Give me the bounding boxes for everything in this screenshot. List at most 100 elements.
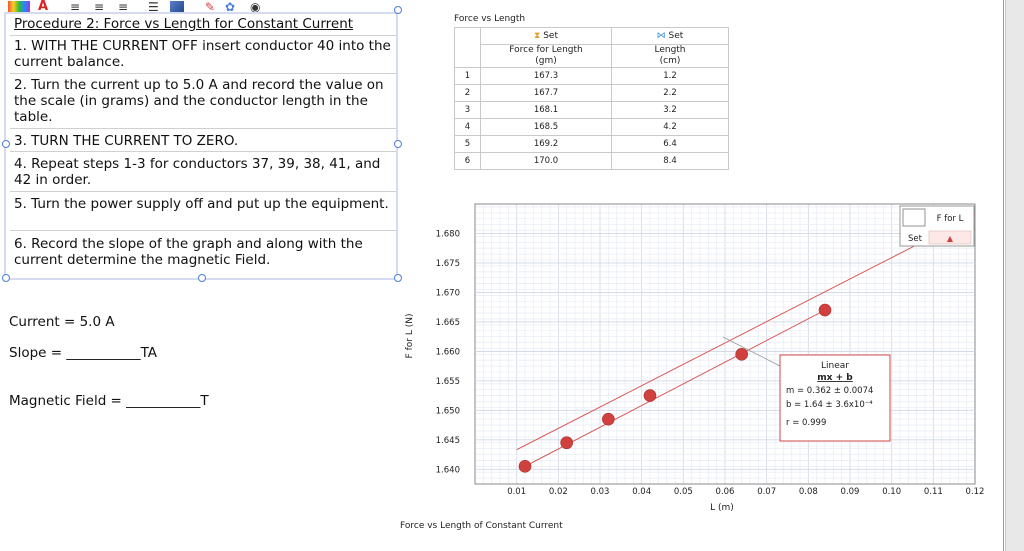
list-icon[interactable]: ☰ (148, 0, 159, 14)
col2-set-button[interactable]: ⋈ Set (611, 27, 729, 45)
force-vs-length-graph[interactable]: 1.640 1.645 1.650 1.655 1.660 1.665 1.670 1.675… (400, 196, 1000, 521)
length-cell[interactable]: 2.2 (611, 84, 729, 102)
table-title: Force vs Length (454, 14, 526, 24)
data-table: ⧗ Set ⋈ Set Force for Length (gm) Length(… (454, 27, 729, 170)
force-cell[interactable]: 167.3 (480, 67, 612, 85)
length-cell[interactable]: 3.2 (611, 101, 729, 119)
bowtie-icon: ⋈ (656, 31, 666, 41)
length-cell[interactable]: 4.2 (611, 118, 729, 136)
legend-swatch (902, 208, 926, 227)
plot-frame (474, 203, 976, 485)
x-tick-label: 0.07 (757, 487, 776, 497)
force-cell[interactable]: 167.7 (480, 84, 612, 102)
y-tick-label: 1.650 (436, 406, 460, 416)
fit-correlation: r = 0.999 (786, 418, 826, 428)
procedure-step-1: 1. WITH THE CURRENT OFF insert conductor… (14, 38, 391, 70)
force-cell[interactable]: 170.0 (480, 152, 612, 170)
x-tick-label: 0.09 (841, 487, 860, 497)
x-tick-label: 0.12 (966, 487, 985, 497)
table-row: 2 167.7 2.2 (454, 84, 729, 102)
divider (10, 128, 396, 129)
fit-annotation-box[interactable] (779, 354, 891, 442)
force-cell[interactable]: 168.1 (480, 101, 612, 119)
text-color-button[interactable]: A (38, 0, 49, 14)
procedure-text-box[interactable]: Procedure 2: Force vs Length for Constan… (4, 12, 398, 280)
insert-image-icon[interactable] (170, 1, 184, 12)
x-tick-label: 0.08 (799, 487, 818, 497)
x-tick-label: 0.04 (632, 487, 651, 497)
length-cell[interactable]: 6.4 (611, 135, 729, 153)
resize-handle-right[interactable] (394, 140, 402, 148)
x-tick-label: 0.06 (716, 487, 735, 497)
legend-marker-selector[interactable] (928, 230, 972, 245)
col2-unit: (cm) (659, 56, 681, 66)
data-point (602, 412, 615, 426)
annotation-leader-line (722, 336, 781, 367)
toolbar: A ≡ ≡ ≡ ☰ ✎ ✿ ◉ (0, 0, 400, 16)
row-number: 5 (454, 135, 481, 153)
procedure-step-4: 4. Repeat steps 1-3 for conductors 37, 3… (14, 156, 381, 188)
x-tick-label: 0.01 (507, 487, 526, 497)
row-number: 2 (454, 84, 481, 102)
row-number: 4 (454, 118, 481, 136)
fit-equation: mx + b (817, 373, 853, 383)
x-tick-label: 0.05 (674, 487, 693, 497)
row-number: 3 (454, 101, 481, 119)
legend-set-button[interactable]: Set (908, 234, 923, 244)
y-tick-label: 1.665 (436, 318, 460, 328)
graph-caption: Force vs Length of Constant Current (400, 521, 563, 531)
align-center-icon[interactable]: ≡ (94, 0, 105, 14)
row-number: 1 (454, 67, 481, 85)
legend-label: F for L (937, 214, 964, 224)
magnetic-field-field[interactable]: Magnetic Field = ___________T (9, 393, 209, 409)
resize-handle-left[interactable] (2, 140, 10, 148)
fit-intercept: b = 1.64 ± 3.6x10⁻⁴ (786, 400, 873, 410)
resize-handle-bottom-right[interactable] (394, 274, 402, 282)
pin-icon[interactable]: ✎ (205, 0, 216, 14)
data-point (643, 389, 657, 402)
length-cell[interactable]: 1.2 (611, 67, 729, 85)
divider (10, 73, 396, 74)
force-cell[interactable]: 169.2 (480, 135, 612, 153)
divider (10, 191, 396, 192)
col1-set-button[interactable]: ⧗ Set (480, 27, 612, 45)
align-left-icon[interactable]: ≡ (70, 0, 81, 14)
y-tick-label: 1.655 (436, 377, 460, 387)
connect-line (524, 309, 826, 467)
set-label: Set (543, 31, 558, 41)
table-row: 3 168.1 3.2 (454, 101, 729, 119)
data-point (735, 348, 748, 361)
x-tick-label: 0.03 (591, 487, 610, 497)
table-row: 1 167.3 1.2 (454, 67, 729, 85)
resize-handle-bottom-left[interactable] (2, 274, 10, 282)
panel-border (1003, 0, 1004, 551)
eye-icon[interactable]: ◉ (250, 0, 261, 14)
slope-field[interactable]: Slope = ___________TA (9, 345, 158, 361)
fit-line (516, 214, 976, 451)
scrollbar[interactable] (1005, 0, 1024, 551)
resize-handle-bottom[interactable] (198, 274, 206, 282)
y-tick-label: 1.640 (436, 465, 460, 475)
align-right-icon[interactable]: ≡ (118, 0, 129, 14)
y-tick-label: 1.645 (436, 436, 460, 446)
length-cell[interactable]: 8.4 (611, 152, 729, 170)
data-point (818, 303, 832, 317)
current-value: Current = 5.0 A (9, 314, 115, 330)
col1-header: Force for Length (gm) (480, 44, 612, 68)
force-cell[interactable]: 168.5 (480, 118, 612, 136)
col1-name: Force for Length (509, 45, 583, 55)
set-label: Set (668, 31, 684, 41)
procedure-step-6: 6. Record the slope of the graph and alo… (14, 236, 363, 268)
divider (10, 35, 396, 36)
triangle-marker-icon: ▲ (947, 234, 954, 243)
col2-name: Length (654, 45, 686, 55)
table-row: 6 170.0 8.4 (454, 152, 729, 170)
divider (10, 151, 396, 152)
resize-handle-top-right[interactable] (394, 6, 402, 14)
procedure-title: Procedure 2: Force vs Length for Constan… (14, 16, 354, 32)
gear-icon[interactable]: ✿ (225, 0, 236, 14)
fit-slope: m = 0.362 ± 0.0074 (786, 386, 873, 396)
data-point (560, 436, 573, 450)
color-palette-icon[interactable] (8, 1, 30, 13)
procedure-step-5: 5. Turn the power supply off and put up … (14, 196, 389, 212)
